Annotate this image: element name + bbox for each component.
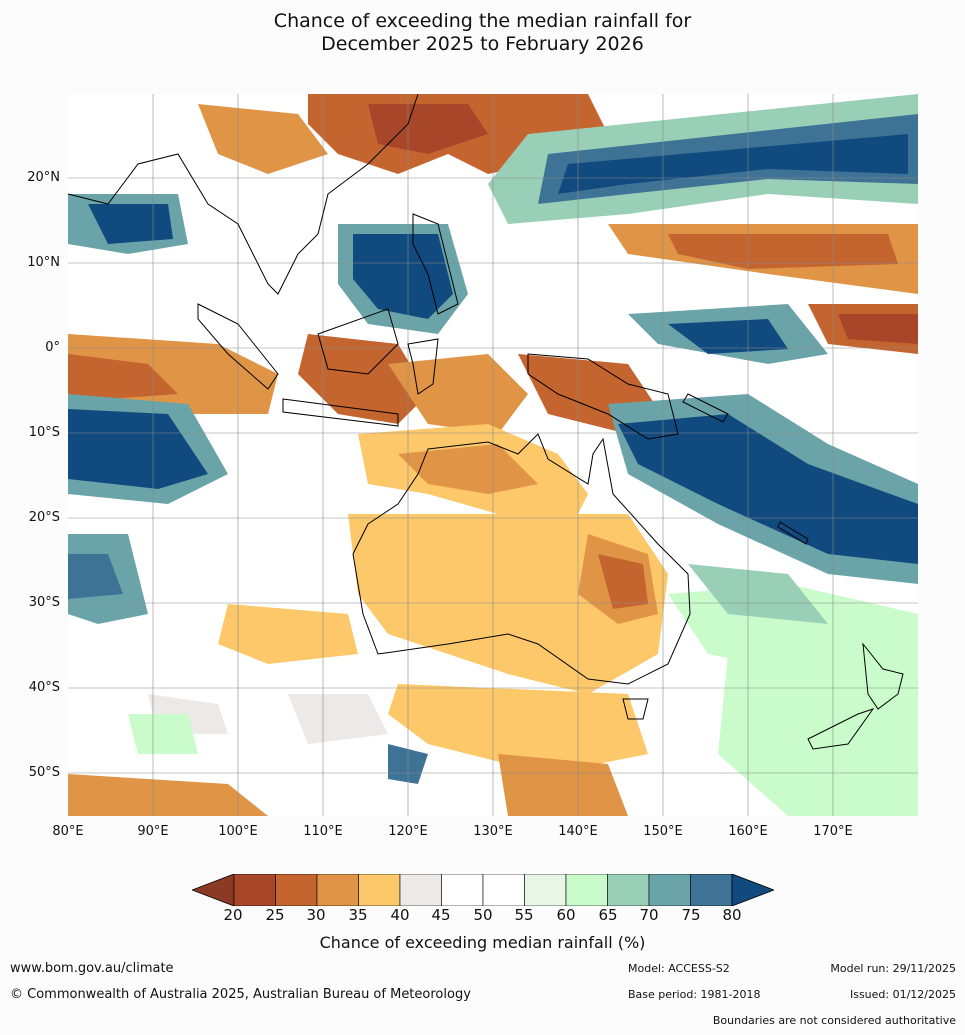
borneo-coastline: [317, 308, 399, 375]
colorbar-cell: [358, 874, 401, 906]
colorbar-cell: [648, 874, 691, 906]
colorbar-cell: [607, 874, 650, 906]
coastlines: [68, 94, 904, 750]
colorbar-tick: 60: [556, 906, 576, 924]
new-guinea-coastline: [527, 353, 679, 440]
colorbar-tick: 25: [265, 906, 285, 924]
lon-label-130e: 130°E: [473, 824, 513, 839]
colorbar-tick: 70: [639, 906, 659, 924]
colorbar: [192, 874, 774, 906]
colorbar-tick: 50: [473, 906, 493, 924]
colorbar-cell: [441, 874, 484, 906]
lon-label-80e: 80°E: [52, 824, 84, 839]
colorbar-tick: 35: [348, 906, 368, 924]
issued-date: Issued: 01/12/2025: [849, 988, 956, 1001]
new-zealand-south-coastline: [807, 708, 875, 750]
colorbar-label: Chance of exceeding median rainfall (%): [319, 933, 646, 952]
sulawesi-coastline: [407, 338, 439, 395]
title-line-1: Chance of exceeding the median rainfall …: [273, 10, 692, 32]
colorbar-tick: 45: [431, 906, 451, 924]
lon-label-110e: 110°E: [303, 824, 343, 839]
colorbar-cell: [524, 874, 567, 906]
lat-label-30s: 30°S: [28, 595, 60, 610]
lon-label-120e: 120°E: [388, 824, 428, 839]
colorbar-low-extend: [192, 874, 235, 906]
website-link[interactable]: www.bom.gov.au/climate: [10, 961, 174, 976]
colorbar-tick: 40: [390, 906, 410, 924]
model-name: Model: ACCESS-S2: [628, 962, 730, 975]
new-caledonia-coastline: [777, 521, 809, 545]
lon-label-140e: 140°E: [558, 824, 598, 839]
sumatra-coastline: [197, 303, 279, 390]
lat-label-50s: 50°S: [28, 765, 60, 780]
rainfall-map: [68, 94, 918, 816]
dry-regions: [68, 94, 918, 816]
copyright-text: © Commonwealth of Australia 2025, Austra…: [10, 987, 471, 1002]
lon-label-150e: 150°E: [643, 824, 683, 839]
new-zealand-north-coastline: [862, 642, 904, 710]
colorbar-tick: 75: [681, 906, 701, 924]
colorbar-cell: [316, 874, 359, 906]
australia-coastline: [352, 433, 691, 685]
lat-label-10s: 10°S: [28, 425, 60, 440]
colorbar-tick: 55: [514, 906, 534, 924]
asia-coastline: [68, 94, 419, 295]
base-period: Base period: 1981-2018: [628, 988, 761, 1001]
model-run-date: Model run: 29/11/2025: [830, 962, 956, 975]
map-svg: [68, 94, 918, 816]
colorbar-cells: [233, 874, 733, 906]
colorbar-cell: [690, 874, 733, 906]
lon-label-90e: 90°E: [137, 824, 169, 839]
colorbar-high-extend: [731, 874, 774, 906]
colorbar-cell: [275, 874, 318, 906]
colorbar-tick: 30: [306, 906, 326, 924]
colorbar-cell: [399, 874, 442, 906]
lat-label-20s: 20°S: [28, 510, 60, 525]
colorbar-cell: [233, 874, 276, 906]
lon-label-160e: 160°E: [728, 824, 768, 839]
lat-label-0: 0°: [45, 340, 60, 355]
lat-label-40s: 40°S: [28, 680, 60, 695]
java-coastline: [282, 398, 399, 427]
solomon-islands-coastline: [682, 393, 729, 423]
title-line-2: December 2025 to February 2026: [321, 33, 644, 55]
boundaries-disclaimer: Boundaries are not considered authoritat…: [712, 1014, 956, 1027]
colorbar-tick: 80: [722, 906, 742, 924]
colorbar-cell: [482, 874, 525, 906]
lat-label-10n: 10°N: [27, 255, 60, 270]
colorbar-tick: 65: [598, 906, 618, 924]
tasmania-coastline: [622, 698, 649, 720]
lon-label-100e: 100°E: [218, 824, 258, 839]
map-title: Chance of exceeding the median rainfall …: [0, 10, 965, 56]
colorbar-tick: 20: [223, 906, 243, 924]
lat-label-20n: 20°N: [27, 170, 60, 185]
philippines-coastline: [412, 213, 459, 315]
colorbar-cell: [565, 874, 608, 906]
lon-label-170e: 170°E: [813, 824, 853, 839]
